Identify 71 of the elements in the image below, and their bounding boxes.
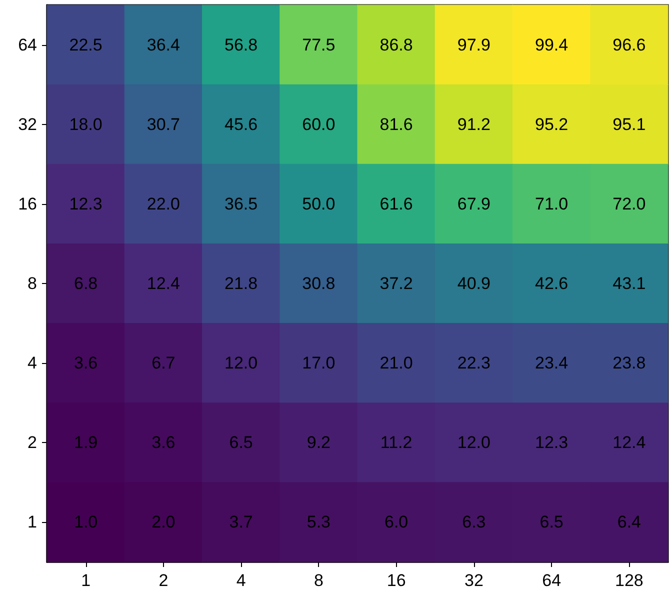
- data-label: 91.2: [457, 114, 490, 134]
- data-label: 72.0: [612, 194, 646, 214]
- data-label: 11.2: [380, 433, 412, 452]
- data-label: 6.5: [540, 512, 564, 532]
- data-label: 12.3: [69, 194, 102, 214]
- data-label: 86.8: [380, 35, 413, 54]
- data-label: 12.0: [224, 354, 258, 373]
- data-label: 99.4: [535, 35, 568, 54]
- data-label: 45.6: [224, 114, 258, 134]
- data-label: 23.4: [535, 354, 568, 373]
- data-label: 12.4: [612, 433, 646, 452]
- x-tick-label: 32: [464, 571, 484, 590]
- y-tick-label: 8: [28, 274, 37, 293]
- data-label: 3.6: [152, 433, 176, 452]
- data-label: 50.0: [302, 194, 336, 214]
- data-label: 3.7: [229, 512, 253, 532]
- data-label: 30.8: [302, 274, 336, 293]
- data-label: 36.5: [224, 194, 258, 214]
- data-label: 3.6: [74, 354, 98, 373]
- data-label: 6.8: [74, 274, 98, 293]
- data-label: 22.0: [146, 194, 180, 214]
- data-label: 6.0: [384, 512, 408, 532]
- data-label: 1.0: [74, 512, 98, 532]
- y-tick-label: 16: [18, 194, 37, 214]
- data-label: 21.8: [224, 274, 258, 293]
- data-label: 5.3: [306, 512, 331, 532]
- data-label: 67.9: [457, 194, 490, 214]
- data-label: 18.0: [69, 114, 102, 134]
- data-label: 95.1: [612, 114, 646, 134]
- data-label: 36.4: [146, 35, 180, 54]
- data-label: 23.8: [612, 354, 646, 373]
- y-tick-label: 64: [18, 35, 37, 54]
- data-label: 22.5: [69, 35, 102, 54]
- data-label: 12.3: [535, 433, 568, 452]
- data-label: 6.3: [462, 512, 486, 532]
- data-label: 95.2: [535, 114, 568, 134]
- data-label: 60.0: [302, 114, 336, 134]
- data-label: 22.3: [457, 354, 490, 373]
- x-tick-label: 4: [236, 571, 246, 590]
- y-tick-label: 4: [28, 354, 37, 373]
- data-label: 30.7: [146, 114, 180, 134]
- data-label: 9.2: [306, 433, 331, 452]
- x-tick-label: 8: [314, 571, 324, 590]
- data-label: 37.2: [380, 274, 413, 293]
- data-label: 17.0: [302, 354, 336, 373]
- data-label: 96.6: [612, 35, 646, 54]
- data-label: 43.1: [612, 274, 646, 293]
- data-label: 61.6: [380, 194, 413, 214]
- data-label: 42.6: [535, 274, 568, 293]
- data-label: 71.0: [535, 194, 568, 214]
- data-label: 21.0: [380, 354, 413, 373]
- data-label: 12.0: [457, 433, 490, 452]
- data-label: 56.8: [224, 35, 258, 54]
- data-label: 40.9: [457, 274, 490, 293]
- data-label: 6.4: [617, 512, 642, 532]
- y-tick-label: 32: [18, 114, 37, 134]
- data-label: 1.9: [74, 433, 98, 452]
- y-tick-label: 1: [28, 512, 37, 532]
- data-label: 97.9: [457, 35, 490, 54]
- data-label: 6.5: [229, 433, 253, 452]
- y-tick-label: 2: [28, 433, 37, 452]
- x-tick-label: 128: [615, 571, 644, 590]
- x-tick-label: 64: [542, 571, 562, 590]
- data-label: 2.0: [152, 512, 176, 532]
- x-tick-label: 16: [386, 571, 406, 590]
- data-label: 81.6: [380, 114, 413, 134]
- data-label: 12.4: [146, 274, 180, 293]
- x-tick-label: 1: [81, 571, 91, 590]
- data-label: 77.5: [302, 35, 336, 54]
- data-label: 6.7: [152, 354, 176, 373]
- x-tick-label: 2: [158, 571, 168, 590]
